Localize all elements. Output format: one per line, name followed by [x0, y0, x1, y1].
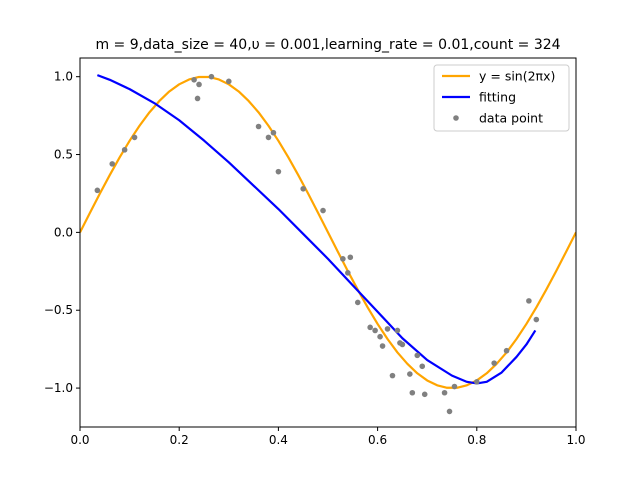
- legend-point-swatch: [453, 115, 459, 121]
- x-tick-label: 1.0: [566, 433, 585, 447]
- data-point: [131, 134, 138, 141]
- series-line-1: [96, 74, 537, 385]
- data-point: [384, 326, 391, 332]
- data-point: [300, 185, 307, 192]
- data-point: [414, 352, 421, 359]
- data-point: [345, 270, 351, 276]
- chart-title: m = 9,data_size = 40,υ = 0.001,learning_…: [95, 37, 560, 53]
- data-point: [491, 360, 497, 366]
- data-point: [208, 73, 215, 80]
- x-tick-label: 0.0: [70, 433, 89, 447]
- data-point: [441, 389, 448, 396]
- data-point: [379, 343, 386, 349]
- plot-area: [80, 73, 576, 415]
- data-point: [270, 129, 277, 136]
- data-point: [121, 147, 128, 153]
- data-point: [409, 389, 416, 396]
- data-point: [533, 316, 540, 323]
- data-point: [275, 168, 282, 175]
- data-point: [389, 372, 396, 379]
- data-point: [421, 391, 428, 398]
- data-point: [367, 324, 373, 331]
- data-point: [446, 408, 453, 415]
- x-tick-label: 0.2: [170, 433, 189, 447]
- y-tick-label: 0.5: [54, 148, 73, 162]
- data-point: [419, 363, 426, 370]
- x-tick-label: 0.6: [368, 433, 387, 447]
- data-point: [226, 78, 232, 85]
- data-point: [526, 298, 532, 304]
- x-tick-label: 0.8: [467, 433, 486, 447]
- data-point: [340, 256, 346, 262]
- axes-frame: [79, 57, 577, 428]
- data-point: [265, 134, 272, 141]
- data-point: [191, 76, 197, 83]
- data-point: [354, 299, 361, 306]
- data-point: [377, 333, 383, 340]
- data-point: [503, 347, 510, 354]
- data-point: [347, 254, 354, 261]
- data-point: [451, 383, 458, 390]
- y-tick-label: −1.0: [44, 381, 73, 395]
- x-tick-label: 0.4: [269, 433, 288, 447]
- data-point: [399, 341, 406, 348]
- legend: y = sin(2πx) fitting data point: [433, 64, 570, 132]
- y-tick-label: 0.0: [54, 225, 73, 239]
- data-point: [109, 161, 116, 167]
- data-point: [94, 187, 101, 194]
- data-point: [474, 379, 480, 385]
- data-point: [394, 327, 401, 334]
- y-tick-label: 1.0: [54, 70, 73, 84]
- axes: 0.0 0.2 0.4 0.6 0.8 1.0 −1.0 −0.5 0.0 0.5 1.0: [44, 57, 586, 447]
- legend-label: data point: [479, 111, 543, 126]
- data-point: [255, 123, 262, 130]
- series-line-0: [80, 75, 576, 389]
- data-point: [320, 207, 326, 214]
- legend-label: y = sin(2πx): [479, 69, 555, 84]
- data-point: [407, 371, 413, 377]
- data-point: [372, 327, 378, 334]
- data-point: [194, 95, 201, 102]
- legend-box: [433, 64, 570, 132]
- data-point: [196, 81, 202, 88]
- legend-label: fitting: [479, 90, 516, 105]
- y-tick-label: −0.5: [44, 303, 73, 317]
